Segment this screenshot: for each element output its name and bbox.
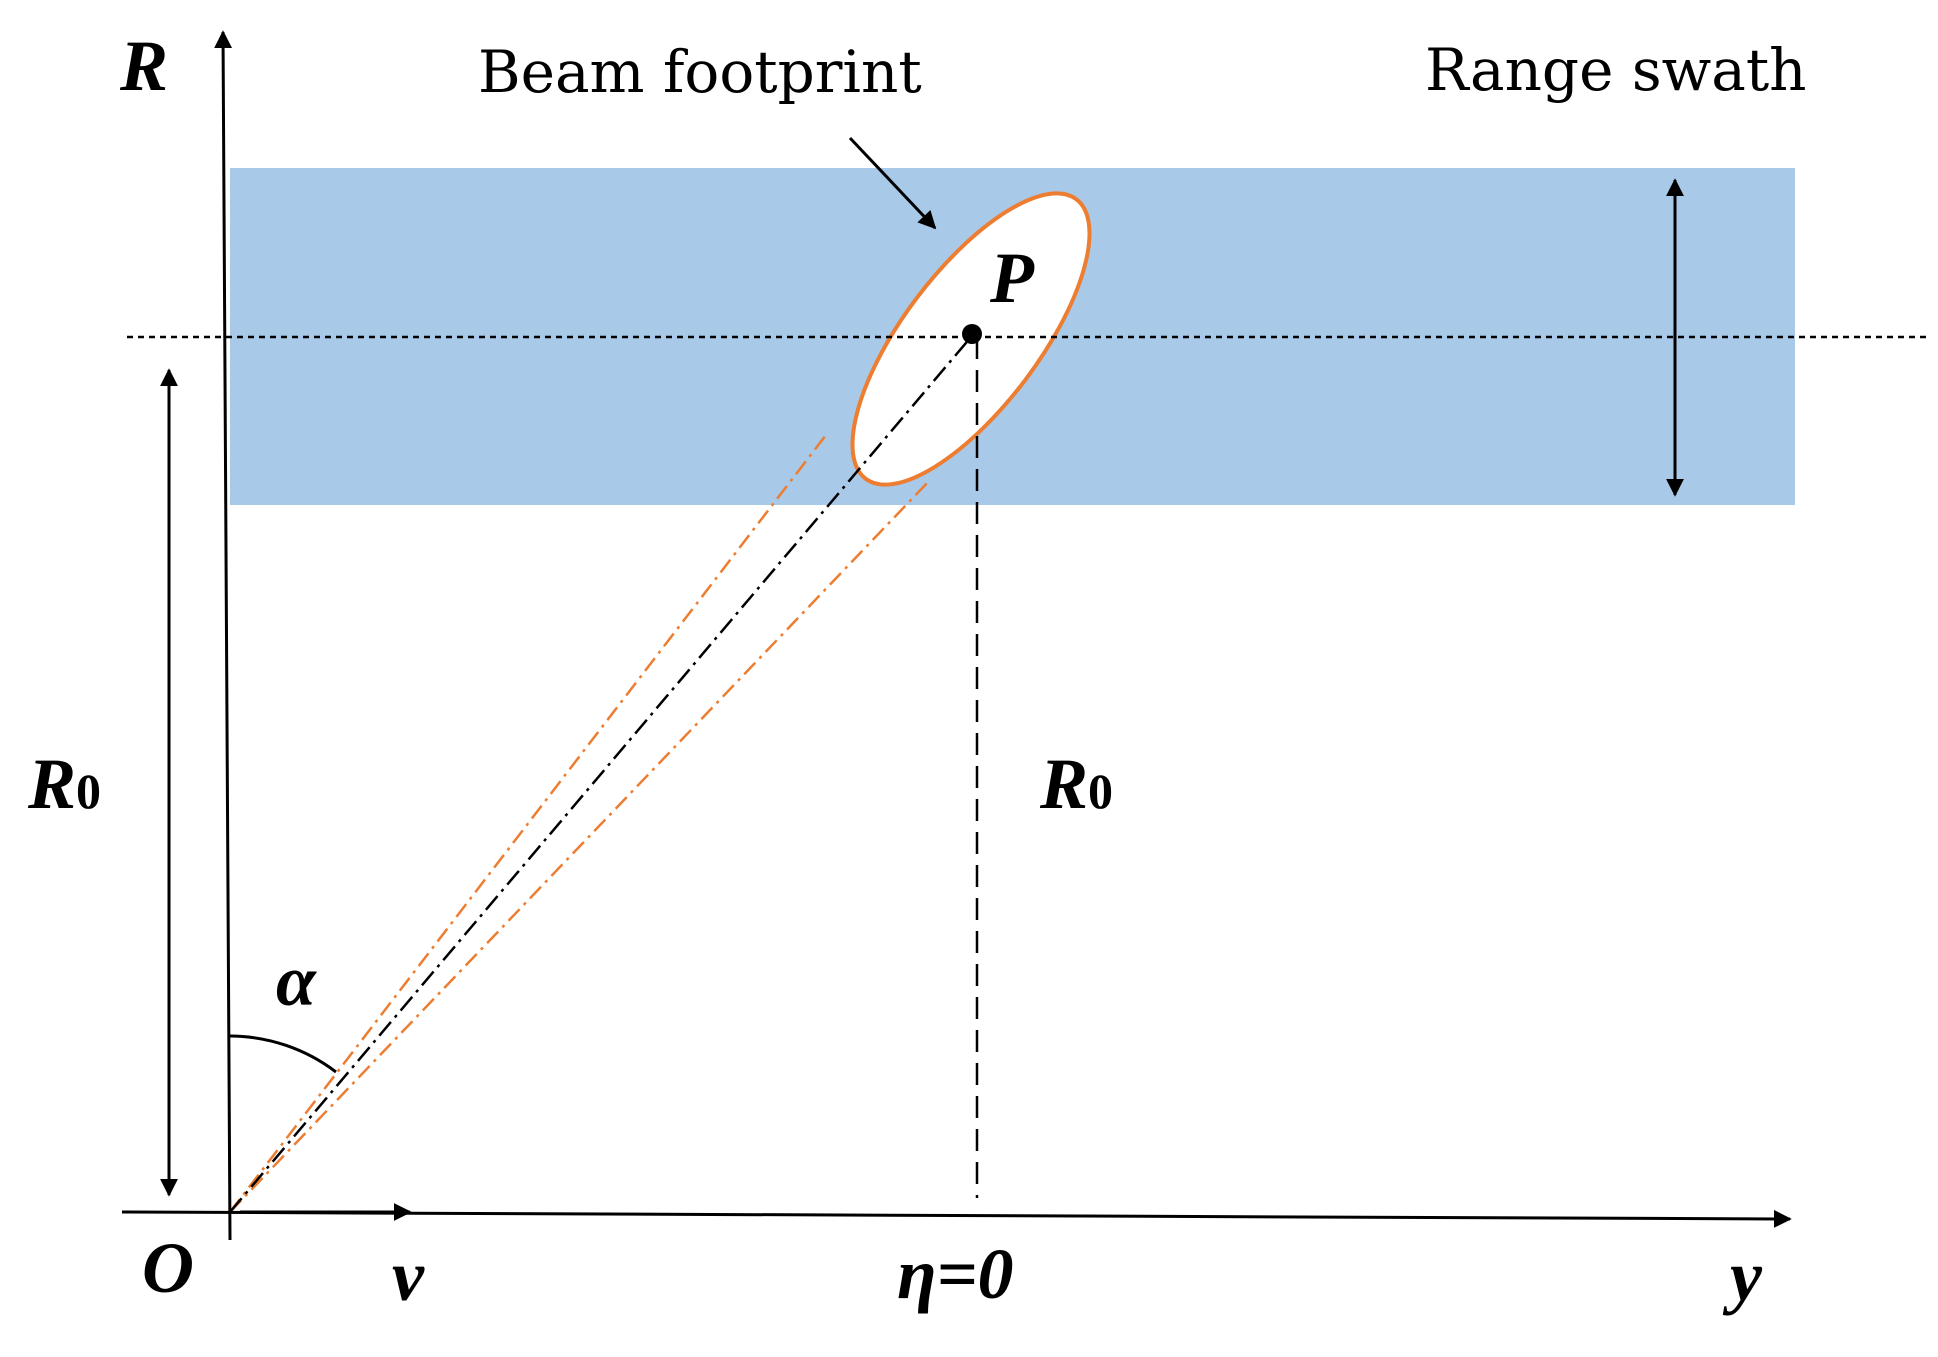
eta-zero-label: η=0	[897, 1234, 1014, 1314]
r-axis-label: R	[119, 26, 168, 106]
beam-edge-lower	[229, 479, 931, 1213]
target-point	[962, 324, 982, 344]
alpha-label: α	[276, 941, 317, 1021]
range-swath-label: Range swath	[1425, 36, 1806, 104]
alpha-angle-arc	[229, 1034, 337, 1074]
r0-left-sub: 0	[76, 763, 101, 819]
beam-edge-upper	[229, 434, 827, 1213]
r0-right-main: R	[1039, 744, 1088, 824]
r-axis	[214, 30, 233, 1241]
y-axis-label: y	[1722, 1236, 1763, 1316]
beam-footprint-label: Beam footprint	[478, 38, 922, 106]
beam-center-line	[229, 336, 972, 1213]
r0-right-label: R0	[1039, 744, 1113, 824]
point-p-label: P	[989, 238, 1035, 318]
r0-left-label: R0	[27, 744, 101, 824]
velocity-label: v	[392, 1236, 425, 1316]
origin-label: O	[142, 1228, 194, 1308]
footprint-pointer-arrow	[848, 136, 937, 230]
r0-right-sub: 0	[1088, 763, 1113, 819]
r0-left-main: R	[27, 744, 76, 824]
